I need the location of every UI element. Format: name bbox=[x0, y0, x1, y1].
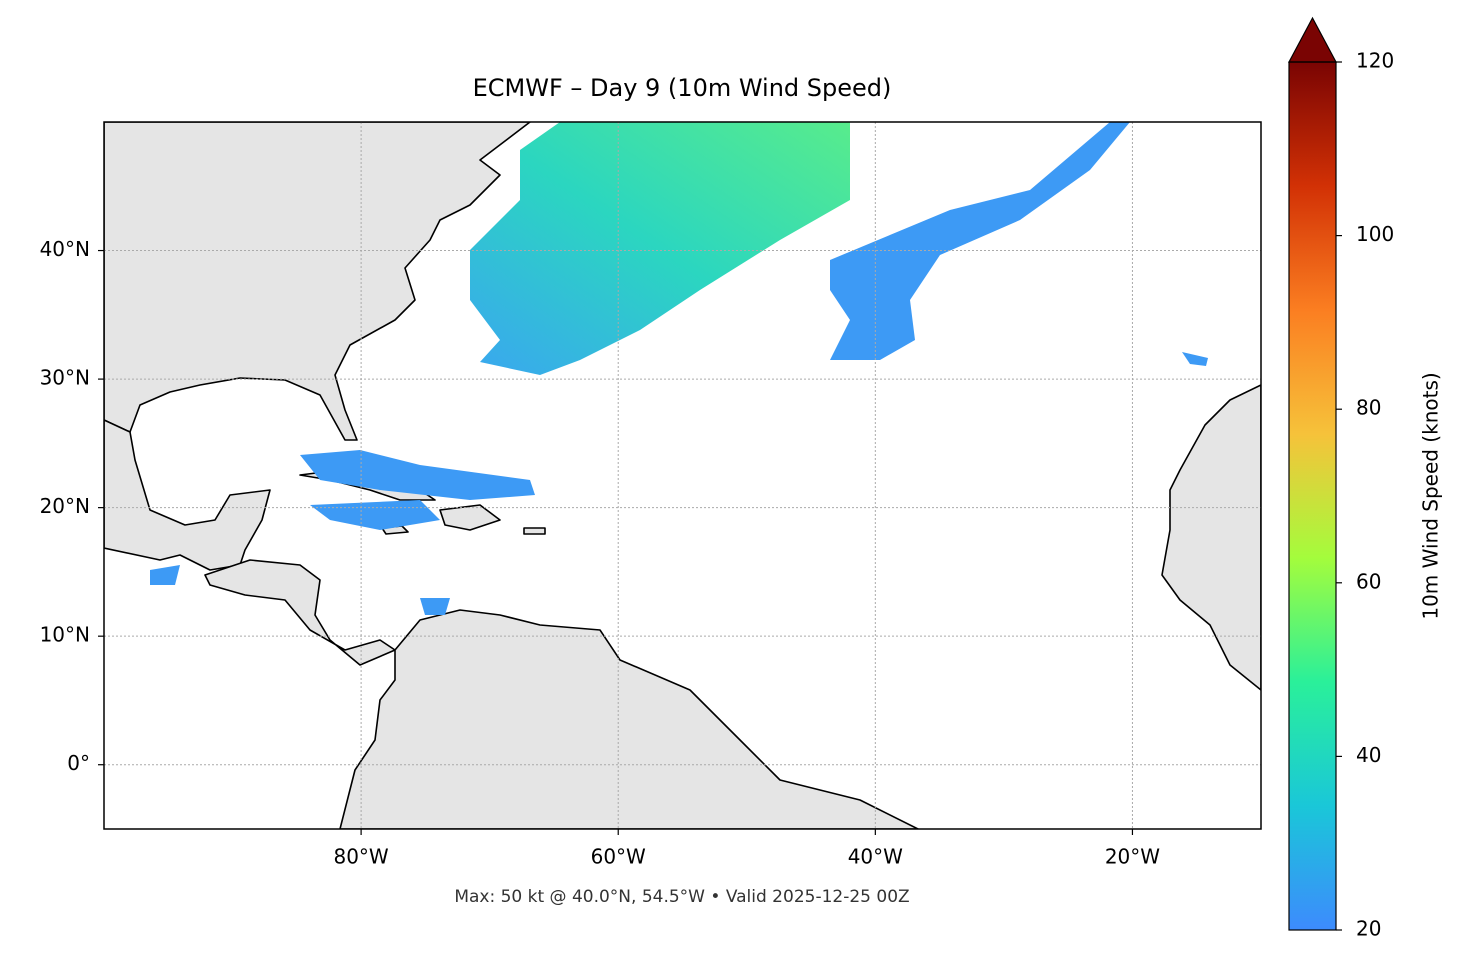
colorbar-extend bbox=[1287, 16, 1338, 63]
chart-title: ECMWF – Day 9 (10m Wind Speed) bbox=[473, 74, 892, 102]
wind-field bbox=[310, 500, 440, 530]
y-tick-label: 0° bbox=[67, 751, 90, 775]
wind-field bbox=[470, 122, 850, 375]
x-tick-label: 40°W bbox=[848, 845, 903, 869]
colorbar-tick-label: 20 bbox=[1356, 917, 1381, 941]
x-tick-label: 20°W bbox=[1105, 845, 1160, 869]
y-tick-label: 40°N bbox=[40, 237, 90, 261]
y-tick-label: 20°N bbox=[40, 494, 90, 518]
y-tick-label: 30°N bbox=[40, 366, 90, 390]
mexico bbox=[104, 419, 271, 571]
hispaniola bbox=[439, 504, 501, 531]
south-america bbox=[339, 609, 919, 829]
colorbar-frame bbox=[1288, 61, 1337, 931]
colorbar-tick-label: 100 bbox=[1356, 222, 1394, 246]
y-tick-label: 10°N bbox=[40, 623, 90, 647]
wind-field bbox=[1182, 352, 1208, 366]
colorbar-tick-label: 40 bbox=[1356, 743, 1381, 767]
x-tick-label: 80°W bbox=[333, 845, 388, 869]
grid bbox=[104, 122, 1261, 829]
north-america bbox=[104, 122, 531, 441]
colorbar-tick-label: 120 bbox=[1356, 49, 1394, 73]
puerto-rico bbox=[523, 527, 546, 535]
wind-field bbox=[830, 122, 1130, 360]
colorbar-label: 10m Wind Speed (knots) bbox=[1419, 372, 1443, 619]
wind-field bbox=[420, 598, 450, 615]
colorbar-tick-label: 60 bbox=[1356, 569, 1381, 593]
colorbar bbox=[1289, 62, 1336, 930]
x-tick-label: 60°W bbox=[591, 845, 646, 869]
wind-field bbox=[150, 565, 180, 585]
africa bbox=[1161, 384, 1261, 691]
map bbox=[104, 122, 1261, 829]
wind-field bbox=[300, 450, 535, 500]
colorbar-tick-label: 80 bbox=[1356, 396, 1381, 420]
map-frame bbox=[103, 121, 1262, 830]
footer-note: Max: 50 kt @ 40.0°N, 54.5°W • Valid 2025… bbox=[454, 887, 909, 907]
